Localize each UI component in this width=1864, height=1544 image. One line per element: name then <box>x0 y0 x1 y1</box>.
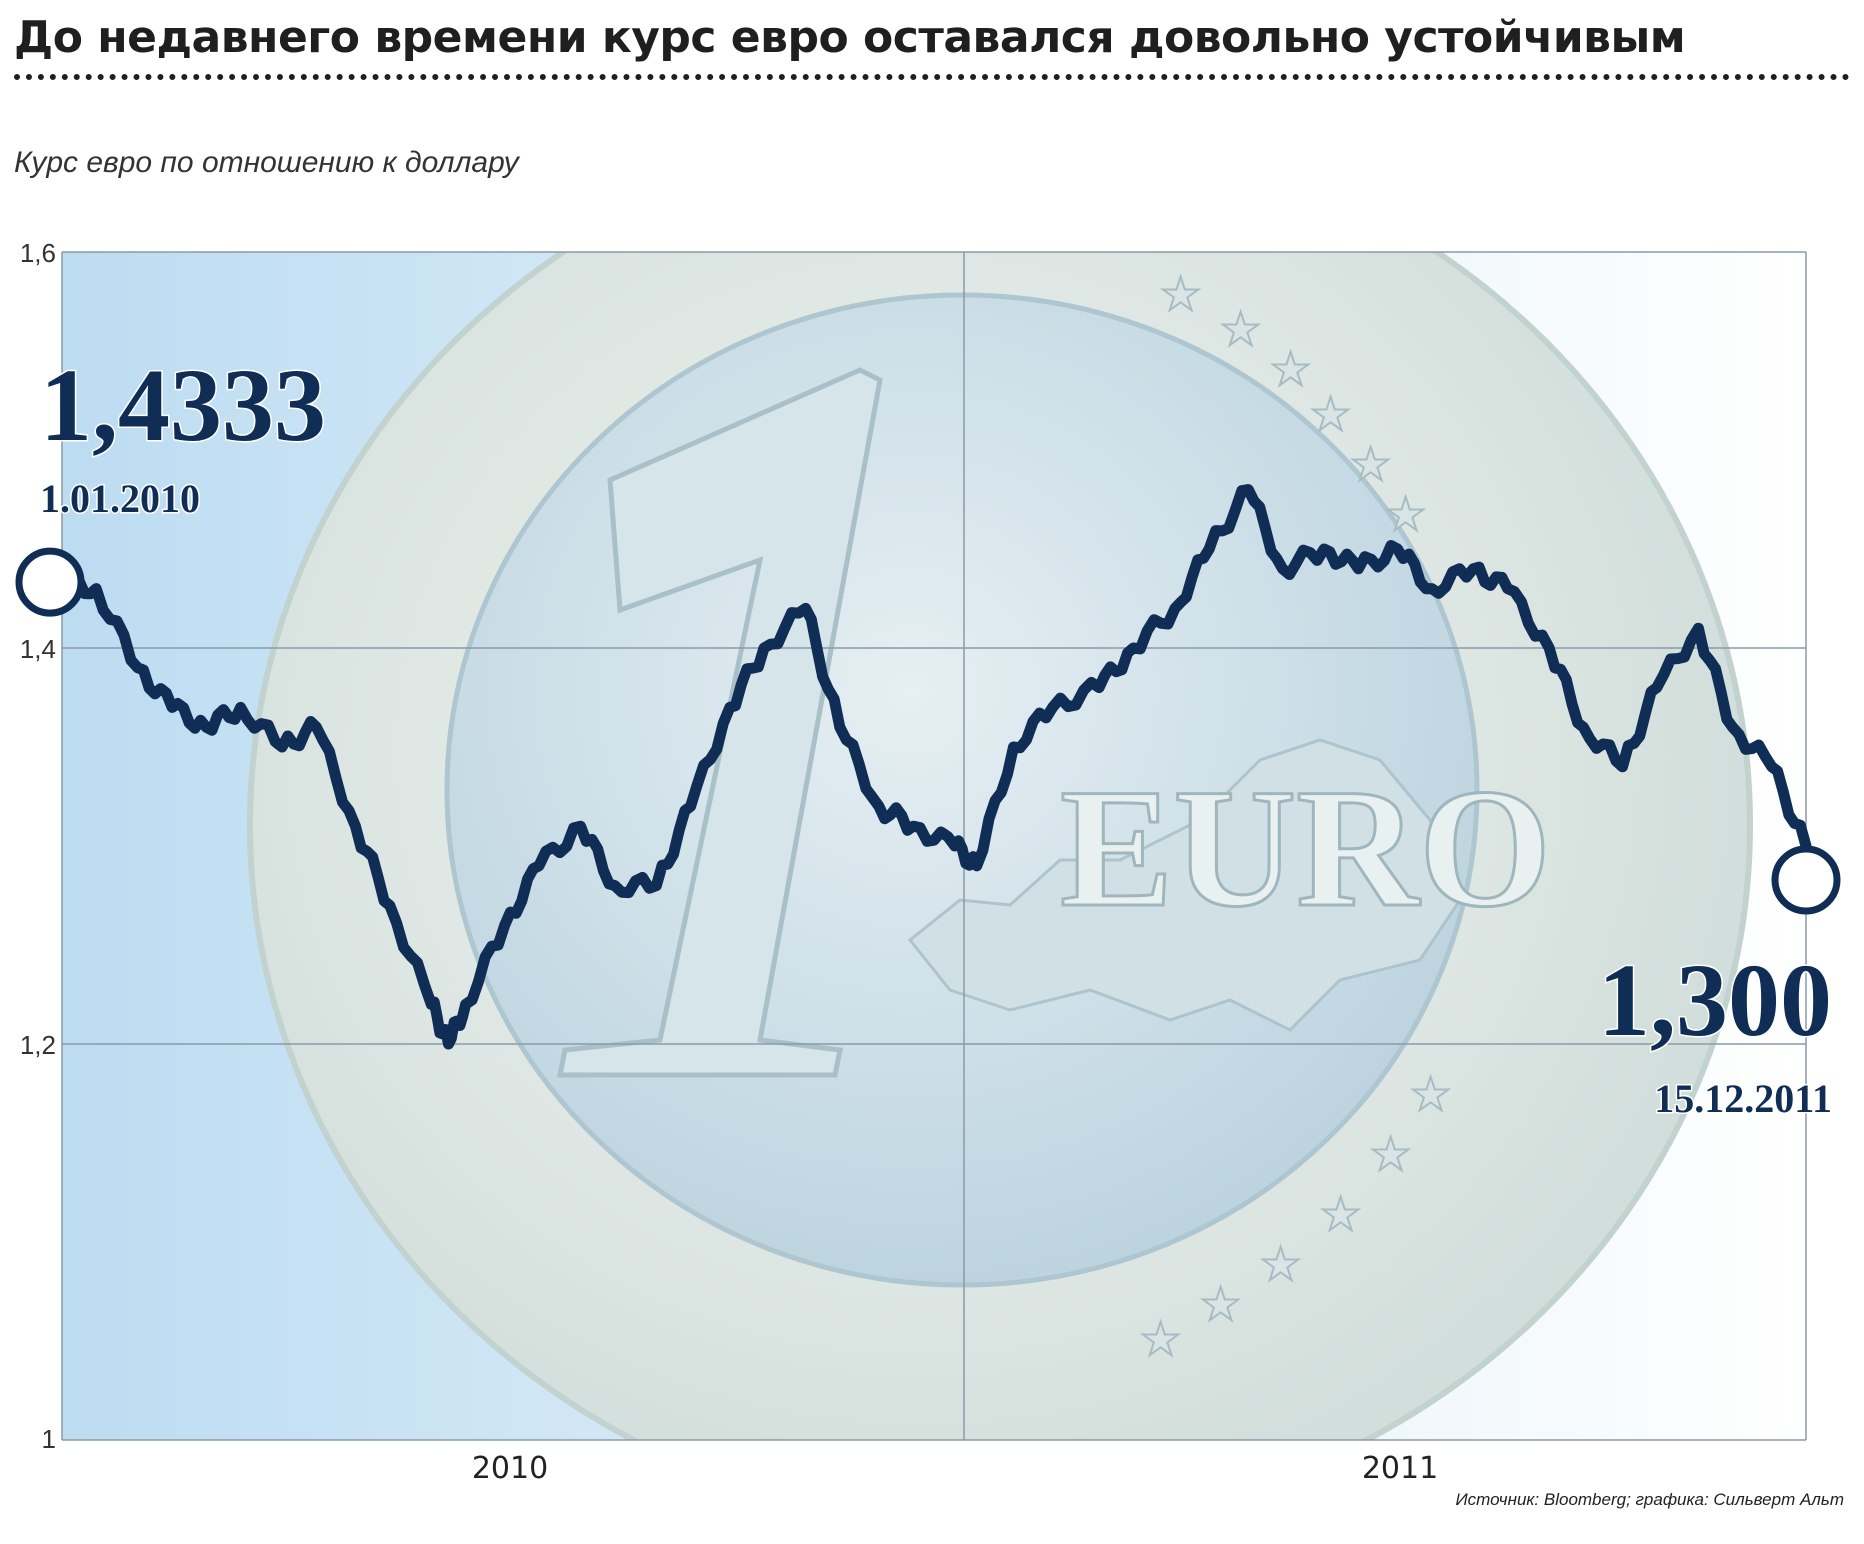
data-point <box>836 724 843 731</box>
data-point <box>653 882 660 889</box>
data-point <box>169 704 176 711</box>
data-point <box>1470 565 1477 572</box>
start-date-annotation: 1.01.2010 <box>40 476 200 521</box>
data-point <box>1546 645 1553 651</box>
data-point <box>1355 565 1362 572</box>
y-tick-label-1: 1 <box>42 1424 56 1454</box>
data-point <box>577 823 584 830</box>
data-point <box>1653 684 1660 691</box>
x-tick-label-2010: 2010 <box>472 1451 548 1486</box>
data-point <box>1428 585 1435 592</box>
data-point <box>802 605 809 612</box>
start-value-annotation: 1,4333 <box>40 348 326 463</box>
data-point <box>1504 585 1511 592</box>
data-point <box>352 823 359 830</box>
coin-stars: ★★★ ★★★ ★★★ ★★★ <box>1139 266 1452 1367</box>
data-point <box>726 704 733 711</box>
data-point <box>1096 684 1103 691</box>
data-point <box>313 724 320 731</box>
euro-coin-illustration: EURO ★★★ ★★★ ★★★ ★★★ <box>247 252 1753 1440</box>
data-point <box>1279 565 1286 572</box>
coin-europe-map <box>907 738 1462 1032</box>
data-point <box>536 862 542 869</box>
series-layer <box>56 484 1812 1050</box>
data-point <box>462 1001 469 1008</box>
svg-text:★: ★ <box>1200 1277 1241 1331</box>
data-point <box>134 664 141 671</box>
title-divider <box>14 74 1850 80</box>
svg-text:★: ★ <box>1350 437 1391 491</box>
coin-euro-lettering: EURO <box>1060 754 1551 942</box>
coin-numeral-one <box>556 367 883 1078</box>
data-point <box>910 823 917 830</box>
y-tick-label-1-2: 1,2 <box>20 1030 56 1060</box>
svg-text:★: ★ <box>1260 1237 1301 1291</box>
data-point <box>1206 546 1213 552</box>
data-point <box>203 724 210 731</box>
end-date-annotation: 15.12.2011 <box>1654 1076 1832 1121</box>
data-point <box>951 843 958 849</box>
data-point <box>687 803 694 810</box>
svg-text:★: ★ <box>1370 1127 1411 1181</box>
svg-text:★: ★ <box>1310 387 1351 441</box>
data-point <box>428 1001 435 1008</box>
data-point <box>1768 763 1775 770</box>
data-point <box>445 1041 452 1047</box>
data-point <box>1729 724 1736 731</box>
data-point <box>973 862 980 869</box>
svg-text:★: ★ <box>1320 1187 1361 1241</box>
source-credit: Источник: Bloomberg; графика: Сильверт А… <box>1455 1490 1844 1509</box>
data-point <box>1171 605 1178 612</box>
data-point <box>1010 744 1017 750</box>
x-tick-label-2011: 2011 <box>1362 1451 1438 1486</box>
data-point <box>1321 546 1328 552</box>
y-tick-label-1-6: 1,6 <box>20 238 56 268</box>
data-point <box>1049 704 1056 711</box>
data-point <box>237 704 244 711</box>
data-point <box>279 744 286 750</box>
svg-text:★: ★ <box>1220 302 1261 356</box>
data-point <box>1619 763 1626 770</box>
end-point-marker[interactable] <box>1771 845 1841 915</box>
data-point <box>1394 546 1401 552</box>
data-point <box>386 902 393 909</box>
end-value-annotation: 1,300 <box>1598 943 1832 1058</box>
data-point <box>611 882 618 889</box>
chart-subtitle: Курс евро по отношению к доллару <box>14 146 519 179</box>
svg-text:★: ★ <box>1385 487 1426 541</box>
data-point <box>876 803 882 810</box>
data-point <box>1130 645 1137 651</box>
data-point <box>1245 486 1252 493</box>
data-point <box>501 922 508 929</box>
data-point <box>1695 625 1702 632</box>
svg-text:★: ★ <box>1160 267 1201 321</box>
chart-title: До недавнего времени курс евро оставался… <box>14 12 1686 63</box>
data-point <box>93 585 100 592</box>
data-point <box>761 645 767 651</box>
svg-text:★: ★ <box>1410 1067 1451 1121</box>
svg-text:★: ★ <box>1140 1312 1181 1366</box>
y-tick-label-1-4: 1,4 <box>20 634 56 664</box>
start-point-marker[interactable] <box>15 547 85 617</box>
data-point <box>1580 724 1587 731</box>
svg-text:★: ★ <box>1270 342 1311 396</box>
